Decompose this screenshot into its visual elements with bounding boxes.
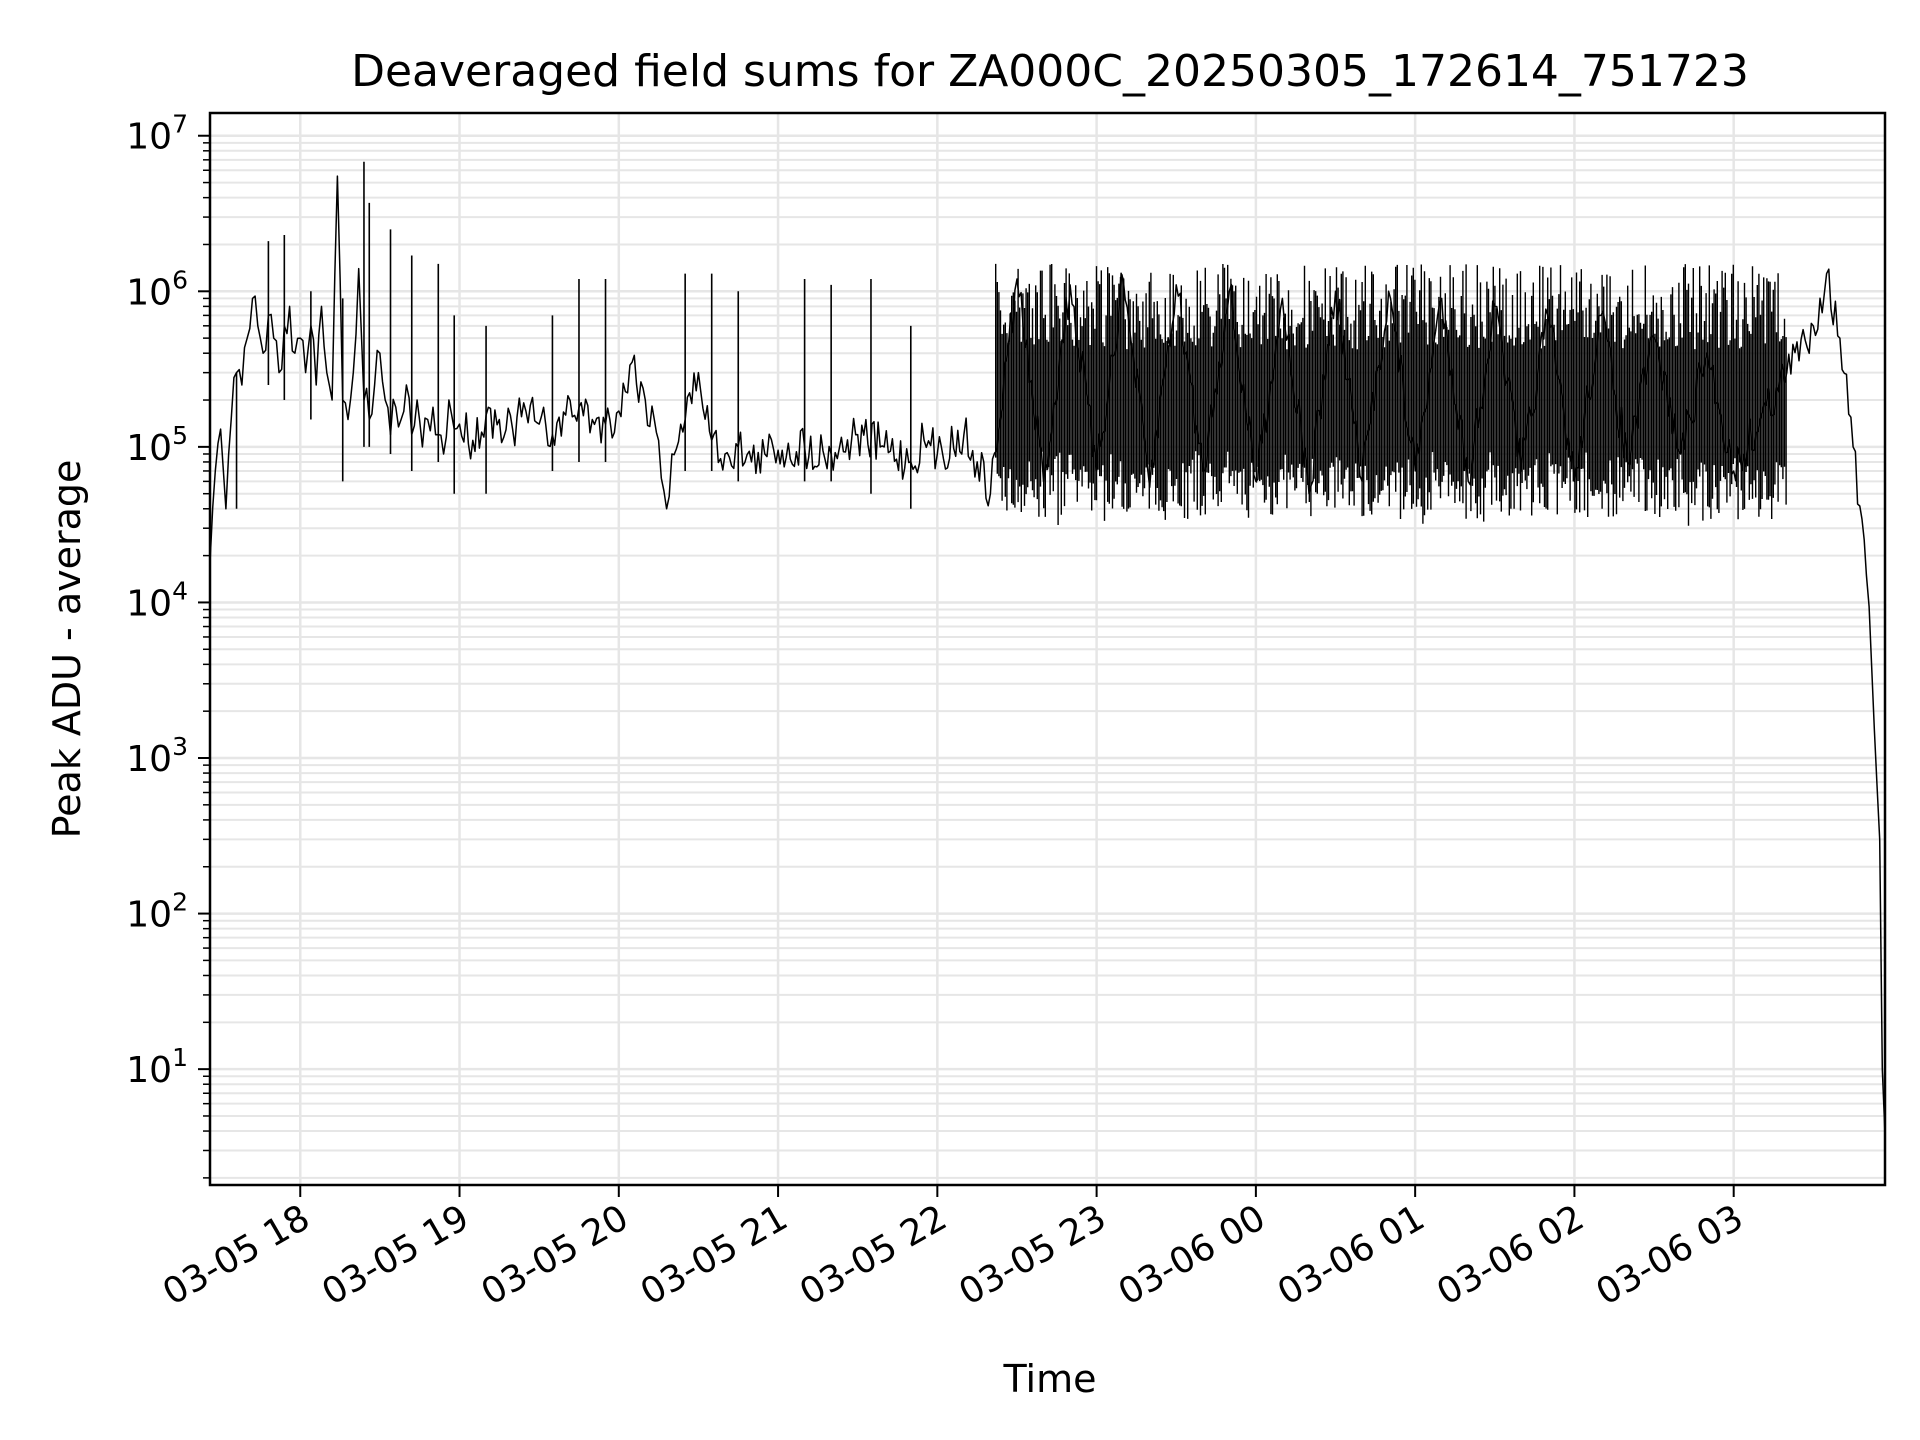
- x-axis-label: Time: [1003, 1357, 1097, 1401]
- y-tick-label: 107: [126, 110, 188, 158]
- y-tick-label: 105: [126, 421, 188, 469]
- y-tick-label: 103: [126, 732, 188, 780]
- y-axis-label: Peak ADU - average: [45, 460, 89, 839]
- chart-title: Deaveraged field sums for ZA000C_2025030…: [351, 46, 1749, 97]
- series-dense-region: [995, 263, 1787, 526]
- series-line: [210, 175, 1885, 1135]
- series-group: [210, 161, 1885, 1135]
- grid: [210, 113, 1885, 1185]
- y-ticks: 101 102 103 104 105 106 107: [126, 110, 210, 1179]
- data-layer: [210, 161, 1885, 1135]
- y-tick-label: 104: [126, 576, 188, 624]
- y-tick-label: 102: [126, 888, 188, 936]
- y-tick-label: 106: [126, 265, 188, 313]
- y-tick-label: 101: [126, 1043, 188, 1091]
